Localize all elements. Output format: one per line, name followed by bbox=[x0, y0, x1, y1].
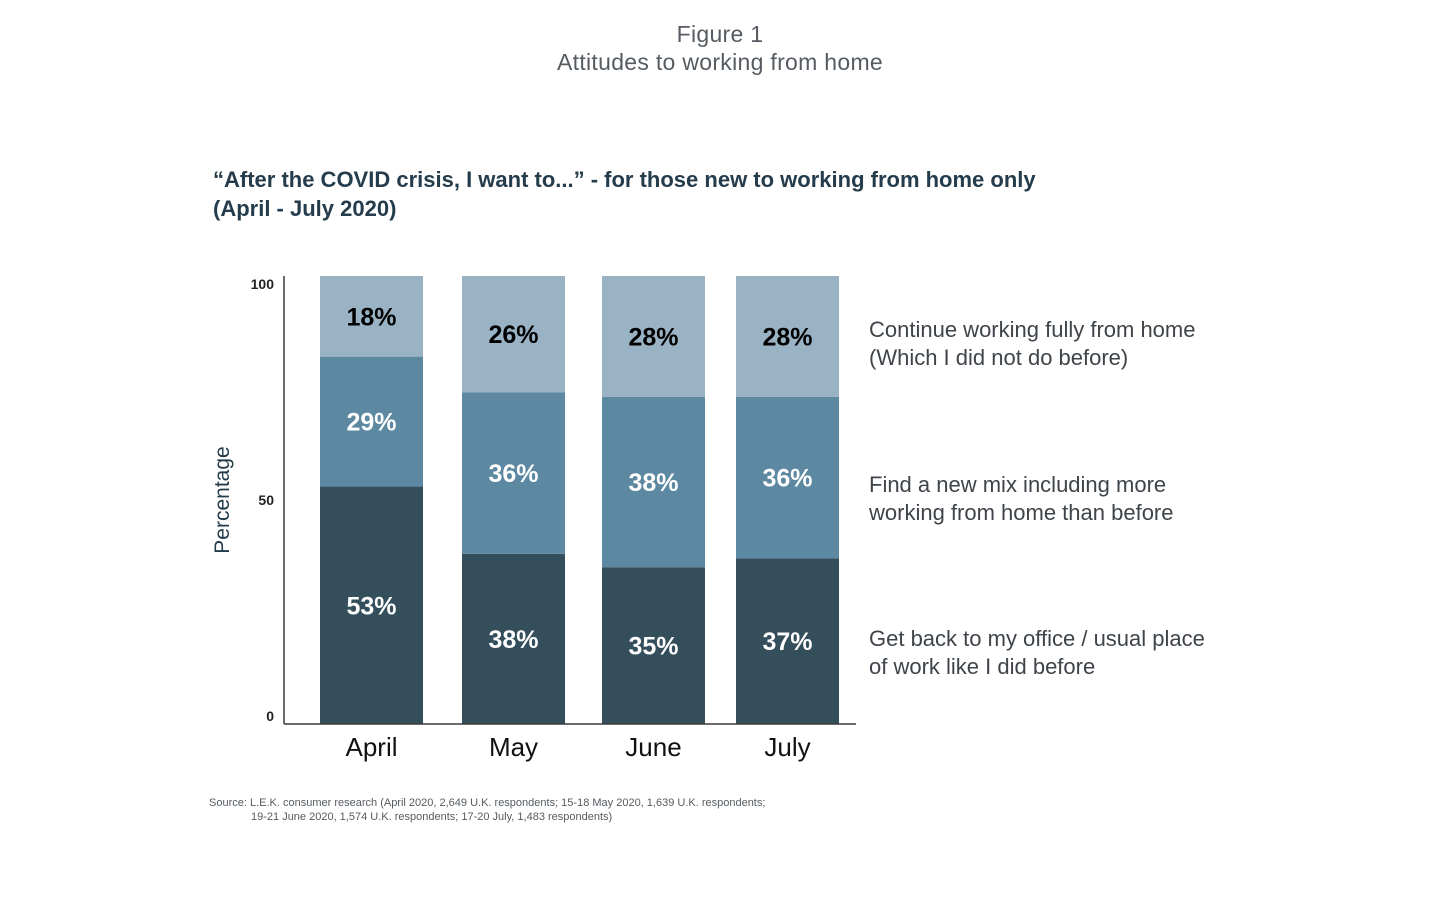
legend-entry: Get back to my office / usual place bbox=[869, 626, 1205, 651]
source-note-line-1: Source: L.E.K. consumer research (April … bbox=[209, 797, 766, 809]
data-label: 38% bbox=[628, 469, 678, 497]
bar-segment bbox=[736, 276, 839, 397]
bar-segment bbox=[320, 276, 423, 357]
data-label: 36% bbox=[762, 465, 812, 493]
data-label: 28% bbox=[762, 323, 812, 351]
chart-headline-line-1: “After the COVID crisis, I want to...” -… bbox=[213, 167, 1036, 192]
bar-segment bbox=[602, 276, 705, 397]
data-label: 35% bbox=[628, 633, 678, 661]
legend-entry: (Which I did not do before) bbox=[869, 345, 1128, 370]
source-note-line-2: 19-21 June 2020, 1,574 U.K. respondents;… bbox=[251, 811, 613, 823]
bar-segment bbox=[320, 356, 423, 487]
y-axis-label: Percentage bbox=[211, 446, 234, 553]
x-tick-label: May bbox=[489, 732, 538, 762]
data-label: 26% bbox=[488, 321, 538, 349]
data-label: 28% bbox=[628, 323, 678, 351]
bar-segment bbox=[320, 486, 423, 724]
legend-entry: Find a new mix including more bbox=[869, 472, 1166, 497]
bar-segment bbox=[462, 392, 565, 554]
x-tick-label: June bbox=[625, 732, 681, 762]
bar-segment bbox=[602, 396, 705, 568]
data-label: 53% bbox=[346, 592, 396, 620]
chart-headline-line-2: (April - July 2020) bbox=[213, 196, 397, 221]
x-tick-label: July bbox=[764, 732, 810, 762]
legend-entry: working from home than before bbox=[868, 500, 1174, 525]
x-tick-label: April bbox=[345, 732, 397, 762]
bar-segment bbox=[602, 567, 705, 724]
data-label: 36% bbox=[488, 460, 538, 488]
bar-segment bbox=[736, 396, 839, 559]
data-label: 38% bbox=[488, 626, 538, 654]
data-label: 37% bbox=[762, 628, 812, 656]
figure-title: Attitudes to working from home bbox=[556, 49, 884, 75]
legend-entry: Continue working fully from home bbox=[869, 317, 1195, 342]
y-tick-label: 0 bbox=[266, 708, 274, 724]
y-tick-label: 100 bbox=[251, 276, 275, 292]
y-tick-label: 50 bbox=[258, 492, 274, 508]
bar-segment bbox=[736, 558, 839, 724]
bar-segment bbox=[462, 276, 565, 393]
bar-segment bbox=[462, 553, 565, 724]
data-label: 18% bbox=[346, 303, 396, 331]
figure-label: Figure 1 bbox=[676, 21, 764, 47]
data-label: 29% bbox=[346, 409, 396, 437]
legend-entry: of work like I did before bbox=[869, 654, 1095, 679]
